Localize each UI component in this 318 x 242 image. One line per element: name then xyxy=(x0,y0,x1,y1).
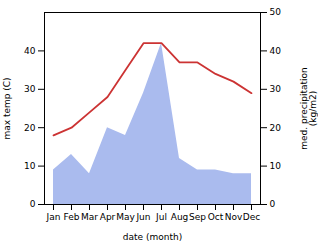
svg-text:Dec: Dec xyxy=(243,212,260,222)
svg-text:Mar: Mar xyxy=(81,212,98,222)
svg-text:40: 40 xyxy=(270,46,282,56)
svg-text:med. precipitation(kg/m2): med. precipitation(kg/m2) xyxy=(299,67,318,149)
svg-text:Jan: Jan xyxy=(46,212,61,222)
svg-text:10: 10 xyxy=(270,161,282,171)
svg-text:Feb: Feb xyxy=(64,212,80,222)
svg-text:Sep: Sep xyxy=(189,212,206,222)
svg-text:30: 30 xyxy=(24,84,36,94)
svg-text:40: 40 xyxy=(24,46,36,56)
svg-text:50: 50 xyxy=(270,7,282,17)
svg-text:20: 20 xyxy=(24,123,36,133)
svg-text:30: 30 xyxy=(270,84,282,94)
svg-text:date (month): date (month) xyxy=(123,232,182,242)
svg-text:Jul: Jul xyxy=(155,212,167,222)
svg-text:May: May xyxy=(116,212,135,222)
svg-text:Oct: Oct xyxy=(208,212,224,222)
svg-text:max temp (C): max temp (C) xyxy=(2,77,12,139)
svg-text:Apr: Apr xyxy=(100,212,116,222)
svg-text:Jun: Jun xyxy=(135,212,150,222)
svg-text:Aug: Aug xyxy=(171,212,189,222)
svg-text:20: 20 xyxy=(270,123,282,133)
svg-text:0: 0 xyxy=(270,199,276,209)
svg-text:10: 10 xyxy=(24,161,36,171)
svg-text:0: 0 xyxy=(30,199,36,209)
svg-text:Nov: Nov xyxy=(225,212,243,222)
